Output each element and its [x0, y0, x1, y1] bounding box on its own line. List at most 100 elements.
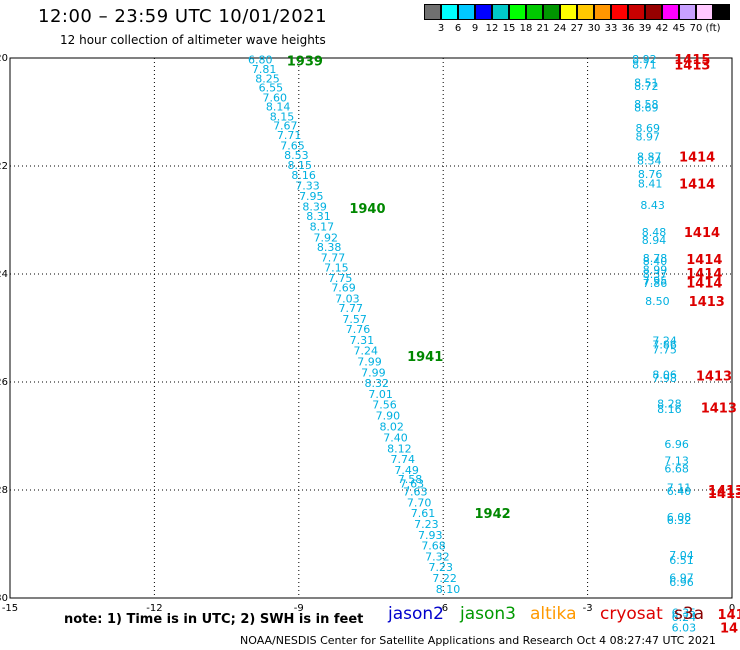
wave-height-label: 8.39 [302, 201, 327, 214]
wave-height-label: 8.31 [306, 210, 331, 223]
colorbar-swatch [662, 4, 679, 20]
wave-height-label: 8.06 [652, 368, 677, 381]
colorbar-tick-label: 18 [519, 23, 533, 34]
wave-height-label: 7.86 [652, 339, 677, 352]
wave-height-label: 7.86 [643, 277, 668, 290]
legend-jason3: jason3 [460, 604, 516, 624]
colorbar-tick-label: 27 [570, 23, 584, 34]
colorbar-swatch [560, 4, 577, 20]
wave-height-label: 7.77 [321, 251, 346, 264]
legend-cryosat: cryosat [600, 604, 663, 624]
wave-height-label: 7.65 [280, 139, 305, 152]
wave-height-label: 7.31 [350, 334, 375, 347]
wave-height-label: 7.32 [425, 550, 450, 563]
wave-height-label: 7.03 [335, 292, 360, 305]
wave-height-label: 8.25 [255, 73, 280, 86]
colorbar-tick-label: 70 [689, 23, 703, 34]
wave-height-label: 7.95 [643, 274, 668, 287]
wave-height-label: 6.68 [664, 462, 689, 475]
pass-id-annotation: 1414 [679, 150, 715, 165]
wave-height-label: 8.87 [637, 150, 662, 163]
wave-height-label: 7.68 [421, 540, 446, 553]
footer-note: note: 1) Time is in UTC; 2) SWH is in fe… [64, 612, 364, 627]
colorbar-tick-label: 21 [536, 23, 550, 34]
colorbar-tick-label: 6 [454, 23, 462, 34]
wave-height-label: 7.40 [383, 432, 408, 445]
pass-id-annotation: 1414 [686, 267, 722, 282]
pass-id-annotation: 1413 [689, 295, 725, 310]
x-tick-label: -9 [294, 603, 304, 614]
wave-height-label: 8.78 [643, 252, 668, 265]
colorbar-swatch [492, 4, 509, 20]
wave-height-label: 8.43 [640, 199, 665, 212]
wave-height-label: 6.24 [672, 611, 697, 624]
pass-id-annotation: 1414 [686, 277, 722, 292]
colorbar-tick-label: 3 [437, 23, 445, 34]
wave-height-label: 8.14 [266, 101, 291, 114]
wave-height-label: 6.40 [667, 485, 692, 498]
colorbar-swatch [645, 4, 662, 20]
pass-id-annotation: 1414 [686, 253, 722, 268]
colorbar-tick-label: 30 [587, 23, 601, 34]
wave-height-label: 7.75 [328, 272, 353, 285]
pass-id-annotation: 1413 [708, 487, 740, 502]
wave-height-label: 7.69 [331, 282, 356, 295]
wave-height-label: 7.33 [295, 179, 320, 192]
colorbar-swatch [679, 4, 696, 20]
pass-id-annotation: 1941 [407, 350, 443, 365]
pass-id-annotation: 1414 [679, 177, 715, 192]
wave-height-label: 8.12 [387, 442, 412, 455]
colorbar-swatch [458, 4, 475, 20]
wave-height-label: 7.63 [403, 486, 428, 499]
wave-height-label: 8.92 [632, 53, 657, 66]
pass-id-annotation: 1942 [474, 507, 510, 522]
page-title: 12:00 – 23:59 UTC 10/01/2021 [38, 6, 328, 27]
y-tick-label: -30 [0, 593, 8, 604]
wave-height-label: 8.32 [365, 377, 390, 390]
wave-height-label: 8.38 [317, 241, 342, 254]
wave-height-label: 8.76 [638, 168, 663, 181]
wave-height-label: 8.40 [643, 255, 668, 268]
wave-height-label: 6.03 [672, 622, 697, 635]
wave-height-label: 8.72 [634, 80, 659, 93]
wave-height-label: 8.94 [642, 234, 667, 247]
wave-height-label: 8.17 [310, 220, 335, 233]
pass-id-annotation: 1414 [684, 226, 720, 241]
wave-height-label: 8.15 [288, 159, 313, 172]
footer-credit: NOAA/NESDIS Center for Satellite Applica… [240, 634, 716, 647]
wave-height-label: 8.97 [636, 130, 661, 143]
wave-height-label: 7.13 [664, 454, 689, 467]
wave-height-label: 7.57 [342, 313, 367, 326]
pass-id-annotation: 1939 [287, 55, 323, 70]
y-tick-label: -22 [0, 161, 8, 172]
y-tick-label: -20 [0, 53, 8, 64]
wave-height-label: 8.71 [632, 58, 657, 71]
colorbar-swatch [628, 4, 645, 20]
colorbar-swatch [526, 4, 543, 20]
wave-height-label: 7.61 [411, 507, 436, 520]
wave-height-label: 6.96 [669, 576, 694, 589]
wave-height-label: 7.77 [339, 302, 364, 315]
wave-height-label: 6.51 [669, 554, 694, 567]
y-tick-label: -26 [0, 377, 8, 388]
x-tick-label: -3 [583, 603, 593, 614]
pass-id-annotation: 1413 [674, 58, 710, 73]
colorbar-tick-label: 12 [485, 23, 499, 34]
wave-height-label: 7.23 [429, 561, 454, 574]
colorbar-tick-label: 24 [553, 23, 567, 34]
colorbar-tick-label: 39 [638, 23, 652, 34]
wave-height-label: 7.49 [394, 464, 419, 477]
colorbar-tick-label: 36 [621, 23, 635, 34]
colorbar-tick-label: 15 [502, 23, 516, 34]
colorbar-tick-label: 33 [604, 23, 618, 34]
wave-height-label: 7.99 [361, 366, 386, 379]
wave-height-label: 7.81 [252, 63, 277, 76]
wave-height-label: 7.92 [314, 231, 339, 244]
x-tick-label: -6 [438, 603, 448, 614]
wave-height-label: 7.67 [273, 120, 298, 133]
wave-height-label: 6.55 [259, 82, 284, 95]
pass-id-annotation: 1413 [696, 370, 732, 385]
wave-height-label: 7.56 [372, 399, 397, 412]
wave-height-label: 7.22 [432, 572, 457, 585]
wave-height-label: 8.69 [634, 102, 659, 115]
